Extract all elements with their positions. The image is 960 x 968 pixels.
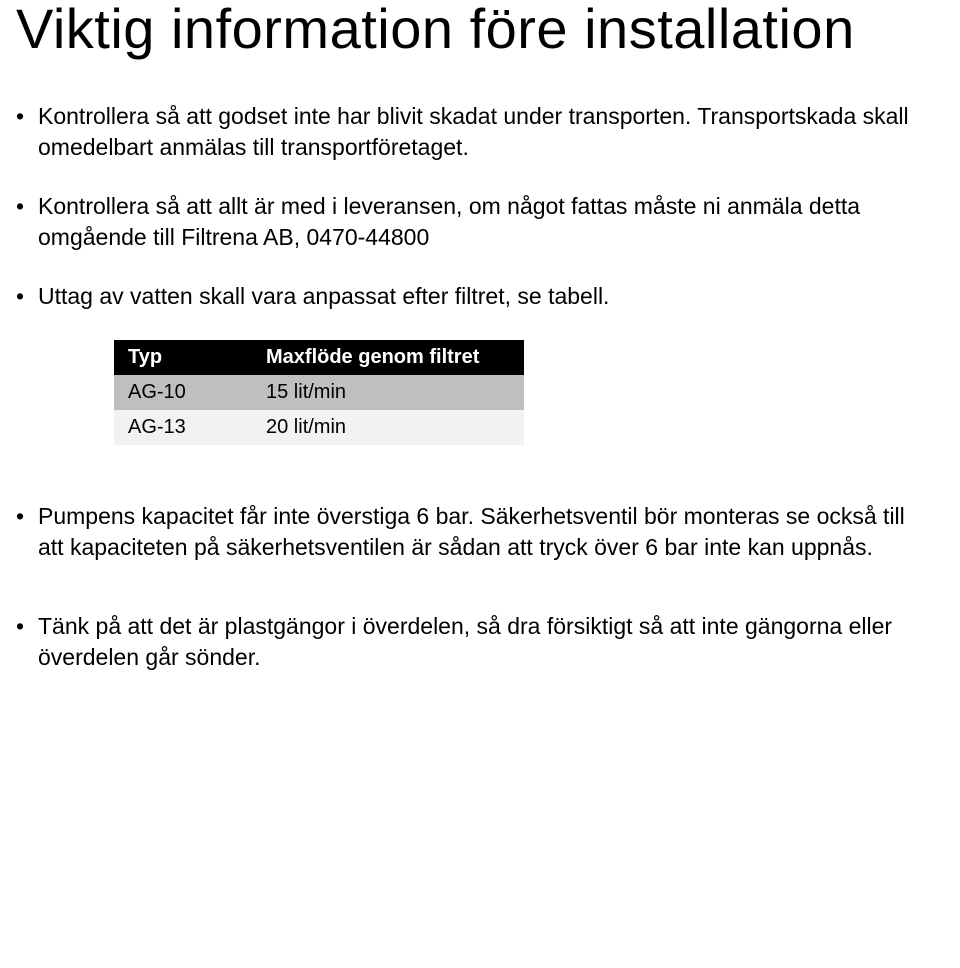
bullet-item: Kontrollera så att godset inte har blivi… xyxy=(16,101,944,163)
bullet-item: Pumpens kapacitet får inte överstiga 6 b… xyxy=(16,501,944,563)
table-cell-flow: 15 lit/min xyxy=(252,375,524,410)
bullet-item: Uttag av vatten skall vara anpassat efte… xyxy=(16,281,944,312)
bullet-item: Kontrollera så att allt är med i leveran… xyxy=(16,191,944,253)
table-row: AG-13 20 lit/min xyxy=(114,410,524,445)
table-cell-flow: 20 lit/min xyxy=(252,410,524,445)
bullet-item: Tänk på att det är plastgängor i överdel… xyxy=(16,611,944,673)
flow-table: Typ Maxflöde genom filtret AG-10 15 lit/… xyxy=(114,340,524,445)
table-cell-type: AG-10 xyxy=(114,375,252,410)
table-header-row: Typ Maxflöde genom filtret xyxy=(114,340,524,375)
flow-table-wrap: Typ Maxflöde genom filtret AG-10 15 lit/… xyxy=(114,340,944,445)
page-title: Viktig information före installation xyxy=(16,0,944,59)
table-header-type: Typ xyxy=(114,340,252,375)
table-cell-type: AG-13 xyxy=(114,410,252,445)
bullet-list-top: Kontrollera så att godset inte har blivi… xyxy=(16,101,944,312)
table-header-flow: Maxflöde genom filtret xyxy=(252,340,524,375)
bullet-list-bottom: Pumpens kapacitet får inte överstiga 6 b… xyxy=(16,501,944,673)
table-row: AG-10 15 lit/min xyxy=(114,375,524,410)
page: Viktig information före installation Kon… xyxy=(0,0,960,968)
